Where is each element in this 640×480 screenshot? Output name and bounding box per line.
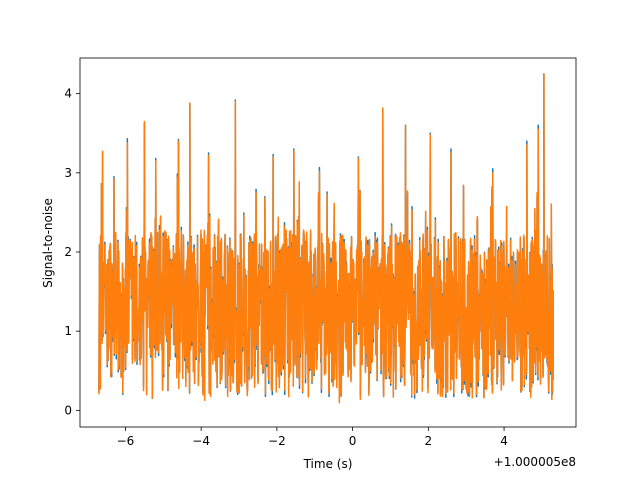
y-tick-label: 1 bbox=[64, 324, 72, 338]
x-tick-label: −4 bbox=[192, 434, 210, 448]
axes-frame bbox=[79, 57, 577, 428]
x-tick-label: 4 bbox=[500, 434, 508, 448]
series-layer bbox=[98, 73, 555, 404]
x-tick-label: 2 bbox=[425, 434, 433, 448]
y-tick-label: 2 bbox=[64, 245, 72, 259]
x-tick-label: 0 bbox=[349, 434, 357, 448]
x-tick-label: −2 bbox=[268, 434, 286, 448]
plot-area bbox=[79, 57, 577, 428]
y-tick-label: 3 bbox=[64, 166, 72, 180]
y-tick-label: 4 bbox=[64, 87, 72, 101]
x-axis-offset-label: +1.000005e8 bbox=[494, 455, 576, 469]
series-line-2 bbox=[98, 73, 555, 404]
y-axis-label: Signal-to-noise bbox=[41, 198, 55, 288]
x-axis-ticks: −6 −4 −2 0 2 4 bbox=[117, 427, 508, 448]
x-tick-label: −6 bbox=[117, 434, 135, 448]
y-tick-label: 0 bbox=[64, 403, 72, 417]
x-axis-label: Time (s) bbox=[303, 457, 353, 471]
y-axis-ticks: 0 1 2 3 4 bbox=[64, 87, 80, 417]
